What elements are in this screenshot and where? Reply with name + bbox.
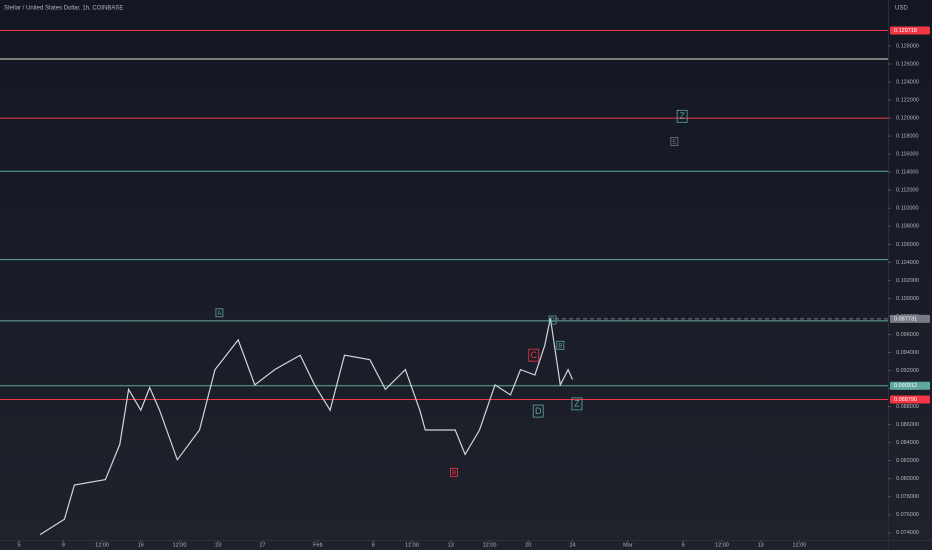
- price-label: 0.088790: [894, 397, 917, 403]
- wave-label-box: [676, 109, 688, 123]
- x-tick-label: 12:00: [405, 542, 419, 548]
- currency-label: USD: [895, 6, 908, 12]
- wave-label: C: [531, 350, 538, 360]
- symbol-title: Stellar / United States Dollar, 1h, COIN…: [4, 6, 123, 12]
- wave-label-box: [548, 315, 557, 325]
- y-tick-label: 0.108000: [896, 224, 919, 230]
- y-tick-label: 0.094000: [896, 350, 919, 356]
- x-tick-label: 12:00: [793, 542, 807, 548]
- price-label-box: [890, 26, 930, 35]
- y-tick-label: 0.092000: [896, 368, 919, 374]
- price-label: 0.097731: [894, 316, 917, 322]
- wave-label-box: [215, 308, 224, 318]
- y-tick-label: 0.116000: [896, 152, 919, 158]
- y-tick-label: 0.124000: [896, 79, 919, 85]
- wave-label: Z: [679, 111, 685, 121]
- y-tick-label: 0.126000: [896, 61, 919, 67]
- y-tick-label: 0.086000: [896, 422, 919, 428]
- x-tick-label: 23: [215, 542, 221, 548]
- wave-label: A: [217, 311, 221, 317]
- x-tick-label: 27: [260, 542, 266, 548]
- y-tick-label: 0.102000: [896, 278, 919, 284]
- y-tick-label: 0.100000: [896, 296, 919, 302]
- y-tick-label: 0.096000: [896, 332, 919, 338]
- y-tick-label: 0.084000: [896, 440, 919, 446]
- wave-label: B: [452, 470, 456, 476]
- y-tick-label: 0.114000: [896, 170, 919, 176]
- wave-label-box: [670, 137, 679, 146]
- x-tick-label: Feb: [313, 542, 322, 548]
- x-tick-label: 24: [569, 542, 575, 548]
- price-label-box: [890, 314, 930, 323]
- y-tick-label: 0.118000: [896, 134, 919, 140]
- x-tick-label: 16: [138, 542, 144, 548]
- x-tick-label: 6: [372, 542, 375, 548]
- price-label: 0.090312: [894, 383, 917, 389]
- x-tick-label: 12:00: [715, 542, 729, 548]
- wave-label-box: [450, 467, 458, 477]
- wave-label-box: [556, 340, 565, 350]
- y-tick-label: 0.110000: [896, 206, 919, 212]
- y-tick-label: 0.122000: [896, 98, 919, 104]
- price-line: [39, 318, 574, 536]
- wave-label: D: [550, 318, 555, 324]
- x-tick-label: 6: [682, 542, 685, 548]
- x-tick-label: 12:00: [95, 542, 109, 548]
- y-tick-label: 0.104000: [896, 260, 919, 266]
- wave-label-box: [532, 404, 544, 418]
- wave-label-box: [571, 397, 583, 411]
- price-label: 0.129718: [894, 28, 917, 34]
- y-tick-label: 0.128000: [896, 43, 919, 49]
- wave-label-box: [528, 348, 540, 362]
- wave-label: D: [535, 406, 542, 416]
- x-tick-label: Mar: [623, 542, 633, 548]
- x-tick-label: 12:00: [173, 542, 187, 548]
- y-tick-label: 0.120000: [896, 116, 919, 122]
- wave-label: E: [672, 140, 676, 146]
- y-tick-label: 0.112000: [896, 188, 919, 194]
- y-tick-label: 0.080000: [896, 476, 919, 482]
- wave-label: Z: [574, 399, 580, 409]
- price-label-box: [890, 395, 930, 404]
- y-tick-label: 0.088000: [896, 404, 919, 410]
- x-tick-label: 9: [62, 542, 65, 548]
- x-tick-label: 13: [758, 542, 764, 548]
- y-tick-label: 0.106000: [896, 242, 919, 248]
- y-tick-label: 0.076000: [896, 512, 919, 518]
- x-tick-label: 20: [525, 542, 531, 548]
- y-tick-label: 0.074000: [896, 530, 919, 536]
- y-tick-label: 0.078000: [896, 494, 919, 500]
- x-tick-label: 13: [448, 542, 454, 548]
- x-tick-label: 5: [18, 542, 21, 548]
- y-tick-label: 0.082000: [896, 458, 919, 464]
- x-tick-label: 12:00: [483, 542, 497, 548]
- price-label-box: [890, 381, 930, 390]
- wave-label: B: [558, 343, 562, 349]
